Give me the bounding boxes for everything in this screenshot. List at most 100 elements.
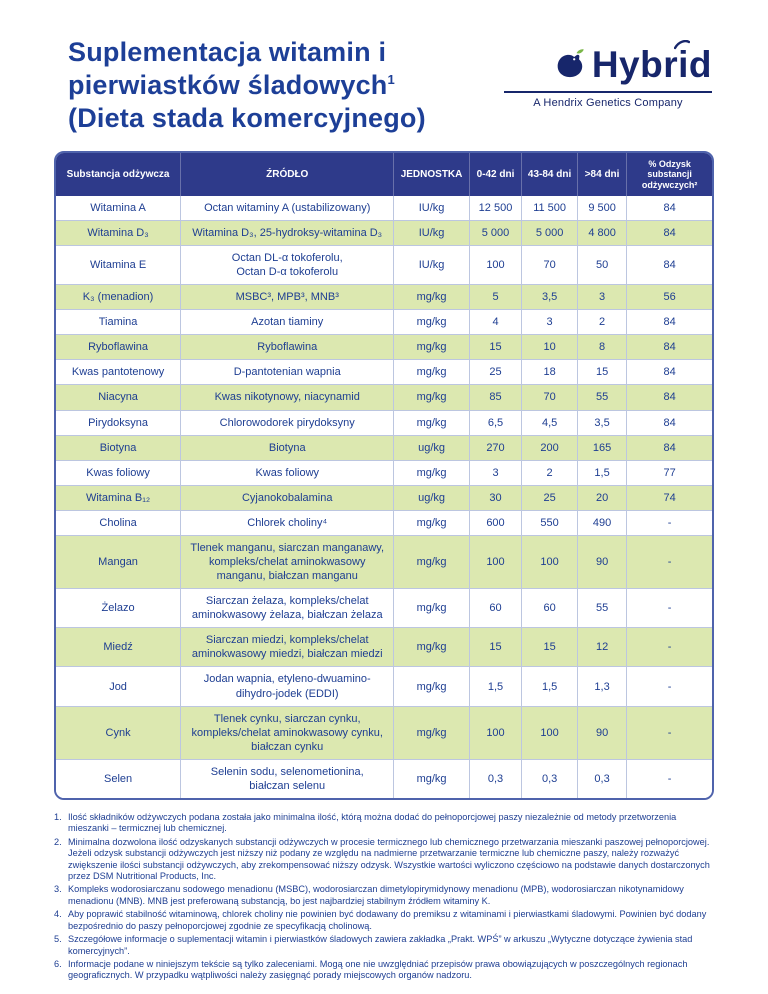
- table-cell: Chlorowodorek pirydoksyny: [180, 410, 395, 436]
- table-cell: mg/kg: [393, 284, 470, 311]
- table-cell: 84: [626, 309, 712, 336]
- table-cell: 56: [626, 284, 712, 311]
- turkey-icon: [552, 46, 586, 85]
- table-cell: 77: [626, 460, 712, 486]
- table-cell: Witamina D₃, 25-hydroksy-witamina D₃: [180, 220, 395, 247]
- footnote-text: Kompleks wodorosiarczanu sodowego menadi…: [68, 884, 684, 906]
- table-row: Cynk Tlenek cynku, siarczan cynku, komple…: [56, 706, 712, 760]
- table-cell: 84: [626, 195, 712, 221]
- table-cell: 5: [469, 284, 523, 311]
- supplement-table: Substancja odżywcza ŹRÓDŁO JEDNOSTKA 0-4…: [56, 152, 712, 799]
- table-row: Tiamina Azotan tiaminy mg/kg 4 3 2 84: [56, 309, 712, 336]
- title-footnote-ref: 1: [387, 71, 395, 87]
- supplement-table-frame: Substancja odżywcza ŹRÓDŁO JEDNOSTKA 0-4…: [54, 150, 714, 801]
- table-row: Jod Jodan wapnia, etyleno-dwuamino- dihyd…: [56, 666, 712, 707]
- table-cell: ug/kg: [393, 485, 470, 511]
- table-cell: D-pantotenian wapnia: [180, 359, 395, 386]
- table-cell: 84: [626, 359, 712, 386]
- footnote: 1. Ilość składników odżywczych podana zo…: [54, 812, 714, 835]
- table-cell: 84: [626, 384, 712, 411]
- table-cell: 18: [521, 359, 578, 386]
- col-header-0-42: 0-42 dni: [469, 152, 523, 196]
- table-cell: IU/kg: [393, 220, 470, 247]
- table-cell: mg/kg: [393, 510, 470, 536]
- title-line-1: Suplementacja witamin i: [68, 37, 387, 67]
- table-cell: 1,5: [469, 666, 523, 707]
- col-header-43-84: 43-84 dni: [521, 152, 578, 196]
- footnote-number: 3.: [54, 884, 62, 895]
- table-cell: 490: [577, 510, 628, 536]
- table-row: Mangan Tlenek manganu, siarczan manganawy…: [56, 535, 712, 590]
- table-cell: Siarczan miedzi, kompleks/chelat aminokw…: [180, 627, 395, 668]
- table-row: Cholina Chlorek choliny⁴ mg/kg 600 550 490-: [56, 510, 712, 536]
- footnote-text: Informacje podane w niniejszym tekście s…: [68, 958, 688, 981]
- table-row: Niacyna Kwas nikotynowy, niacynamid mg/kg 8…: [56, 384, 712, 411]
- page-title: Suplementacja witamin i pierwiastków śla…: [68, 36, 712, 135]
- table-cell: Jod: [56, 666, 182, 707]
- table-cell: 2: [577, 309, 628, 336]
- table-cell: Ryboflawina: [180, 334, 395, 361]
- table-cell: mg/kg: [393, 384, 470, 411]
- footnote-text: Szczegółowe informacje o suplementacji w…: [68, 934, 693, 956]
- table-cell: 90: [577, 535, 628, 590]
- table-cell: Chlorek choliny⁴: [180, 510, 395, 536]
- table-body: Witamina A Octan witaminy A (ustabilizowa…: [56, 195, 712, 799]
- footnote: 4. Aby poprawić stabilność witaminową, c…: [54, 909, 714, 932]
- table-cell: 3,5: [577, 410, 628, 436]
- footnote-number: 6.: [54, 958, 62, 969]
- table-row: Witamina A Octan witaminy A (ustabilizowa…: [56, 195, 712, 221]
- table-row: Kwas pantotenowy D-pantotenian wapnia mg/k…: [56, 359, 712, 386]
- hybrid-wordmark: Hybrid: [591, 44, 712, 85]
- table-cell: 2: [521, 460, 578, 486]
- table-cell: Niacyna: [56, 384, 182, 411]
- table-row: Witamina B₁₂ Cyjanokobalamina ug/kg 30 25 20 7…: [56, 485, 712, 511]
- footnote-text: Ilość składników odżywczych podana zosta…: [68, 812, 677, 834]
- table-cell: 20: [577, 485, 628, 511]
- table-cell: 25: [521, 485, 578, 511]
- title-line-2: pierwiastków śladowych: [68, 69, 388, 100]
- table-cell: 1,5: [521, 666, 578, 707]
- table-cell: -: [626, 759, 712, 799]
- table-cell: mg/kg: [393, 359, 470, 386]
- table-cell: 5 000: [521, 220, 578, 247]
- table-cell: Octan witaminy A (ustabilizowany): [180, 195, 395, 221]
- table-cell: -: [626, 510, 712, 536]
- table-cell: -: [626, 706, 712, 760]
- table-cell: 12 500: [469, 195, 523, 221]
- table-cell: Biotyna: [56, 435, 182, 461]
- col-header-recovery: % Odzysk substancji odżywczych²: [626, 152, 712, 196]
- table-cell: 90: [577, 706, 628, 760]
- table-cell: 60: [469, 588, 523, 629]
- footnote-number: 5.: [54, 934, 62, 945]
- table-cell: Mangan: [56, 535, 182, 590]
- table-cell: 8: [577, 334, 628, 361]
- table-cell: 100: [521, 706, 578, 760]
- table-cell: 12: [577, 627, 628, 668]
- table-cell: mg/kg: [393, 666, 470, 707]
- table-cell: Kwas foliowy: [56, 460, 182, 486]
- table-cell: 84: [626, 220, 712, 247]
- table-cell: 15: [521, 627, 578, 668]
- table-cell: 15: [469, 334, 523, 361]
- table-cell: 1,3: [577, 666, 628, 707]
- footnote: 6. Informacje podane w niniejszym tekści…: [54, 959, 714, 982]
- footnote-number: 2.: [54, 836, 62, 847]
- footnote-number: 1.: [54, 812, 62, 823]
- table-cell: Witamina E: [56, 245, 182, 286]
- table-cell: Cynk: [56, 706, 182, 760]
- table-row: Miedź Siarczan miedzi, kompleks/chelat am…: [56, 627, 712, 668]
- footnote-text: Minimalna dozwolona ilość odzyskanych su…: [68, 836, 710, 882]
- table-row: Witamina D₃ Witamina D₃, 25-hydroksy-wita…: [56, 220, 712, 247]
- table-cell: 4: [469, 309, 523, 336]
- table-row: Pirydoksyna Chlorowodorek pirydoksyny mg/k…: [56, 410, 712, 436]
- table-header: Substancja odżywcza ŹRÓDŁO JEDNOSTKA 0-4…: [56, 152, 712, 196]
- table-cell: 10: [521, 334, 578, 361]
- table-cell: 100: [469, 245, 523, 286]
- table-cell: 84: [626, 245, 712, 286]
- table-cell: 70: [521, 245, 578, 286]
- table-cell: 30: [469, 485, 523, 511]
- table-row: Ryboflawina Ryboflawina mg/kg 15 10 8 84: [56, 334, 712, 361]
- table-cell: IU/kg: [393, 195, 470, 221]
- table-cell: 550: [521, 510, 578, 536]
- table-cell: K₃ (menadion): [56, 284, 182, 311]
